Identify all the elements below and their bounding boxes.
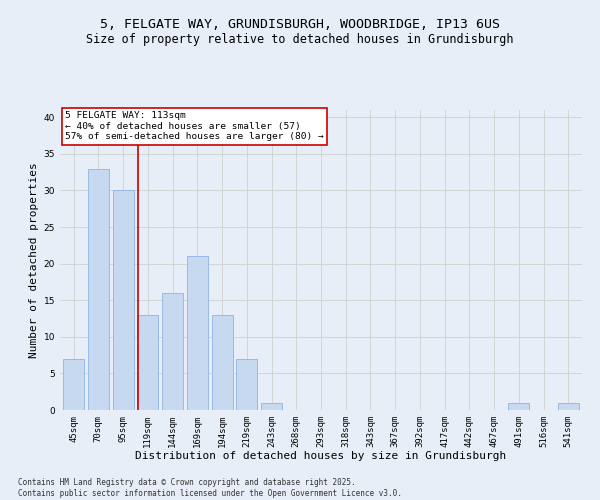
Bar xyxy=(212,315,233,410)
X-axis label: Distribution of detached houses by size in Grundisburgh: Distribution of detached houses by size … xyxy=(136,452,506,462)
Bar xyxy=(187,256,208,410)
Y-axis label: Number of detached properties: Number of detached properties xyxy=(29,162,40,358)
Bar xyxy=(88,168,109,410)
Bar xyxy=(261,402,282,410)
Bar xyxy=(137,315,158,410)
Bar xyxy=(63,359,84,410)
Bar xyxy=(113,190,134,410)
Bar xyxy=(558,402,579,410)
Bar xyxy=(508,402,529,410)
Bar xyxy=(162,293,183,410)
Bar xyxy=(236,359,257,410)
Text: 5, FELGATE WAY, GRUNDISBURGH, WOODBRIDGE, IP13 6US: 5, FELGATE WAY, GRUNDISBURGH, WOODBRIDGE… xyxy=(100,18,500,30)
Text: Size of property relative to detached houses in Grundisburgh: Size of property relative to detached ho… xyxy=(86,32,514,46)
Text: Contains HM Land Registry data © Crown copyright and database right 2025.
Contai: Contains HM Land Registry data © Crown c… xyxy=(18,478,402,498)
Text: 5 FELGATE WAY: 113sqm
← 40% of detached houses are smaller (57)
57% of semi-deta: 5 FELGATE WAY: 113sqm ← 40% of detached … xyxy=(65,112,324,142)
